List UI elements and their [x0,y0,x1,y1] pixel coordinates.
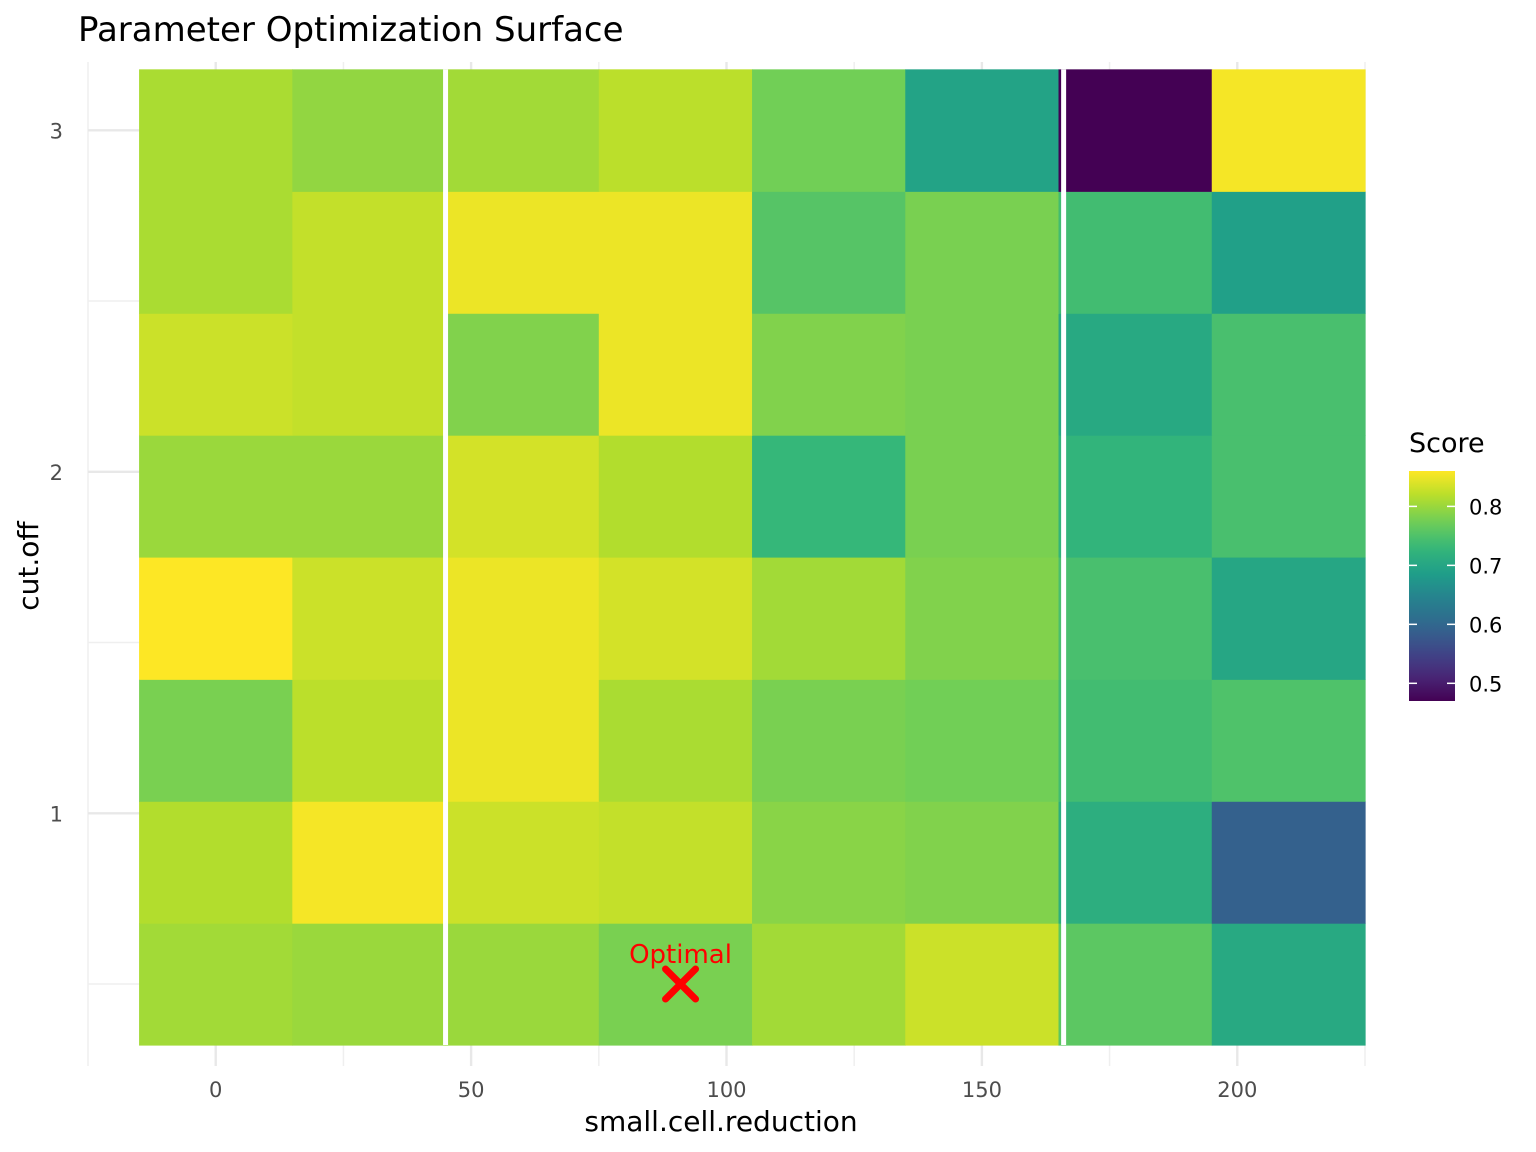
heatmap-cell [1058,191,1213,314]
heatmap-cell [139,801,293,924]
heatmap-cell [292,435,447,558]
heatmap-cell [139,679,293,802]
heatmap-cell [1058,69,1213,192]
heatmap-cell [445,923,600,1046]
optimal-label: Optimal [629,940,732,970]
heatmap-cell [905,69,1060,192]
heatmap-cell [752,191,906,314]
heatmap-cell [905,923,1060,1046]
chart-title: Parameter Optimization Surface [78,10,624,50]
x-tick-label: 0 [209,1078,222,1102]
legend-ticks: 0.5 0.6 0.7 0.8 [1409,495,1502,696]
heatmap-cell [752,923,906,1046]
y-tick-label: 3 [50,119,63,143]
heatmap-cell [445,313,600,436]
heatmap-cell [1211,313,1366,436]
heatmap-cell [598,801,753,924]
heatmap-cell [905,313,1060,436]
heatmap-cell [1211,923,1366,1046]
heatmap-cell [139,313,293,436]
heatmap-cell [598,69,753,192]
heatmap-cell [905,801,1060,924]
legend-colorbar [1409,471,1455,701]
heatmap-cell [292,69,447,192]
heatmap-cell [1058,923,1213,1046]
y-axis-ticks: 1 2 3 [50,119,63,826]
annotations: Optimal [629,940,732,1003]
heatmap-cell [445,679,600,802]
vertical-separators [443,69,1067,1045]
legend-tick-label: 0.6 [1469,613,1502,637]
legend-title: Score [1409,428,1485,459]
legend: Score 0.5 0.6 0.7 0.8 [1409,428,1502,701]
heatmap-cell [139,69,293,192]
heatmap-cell [905,191,1060,314]
x-tick-label: 100 [706,1078,746,1102]
heatmap-cell [292,923,447,1046]
optimal-marker-stroke [662,965,700,1003]
heatmap-cell [1058,435,1213,558]
heatmap-cell [752,801,906,924]
heatmap-cell [1211,801,1366,924]
heatmap-cell [598,191,753,314]
heatmap-cell [1058,557,1213,680]
heatmap-cell [292,801,447,924]
heatmap-cell [598,313,753,436]
heatmap-cell [905,557,1060,680]
heatmap-cell [598,679,753,802]
y-axis-title: cut.off [12,521,45,611]
heatmap-cells [139,69,1366,1046]
heatmap-cell [1058,679,1213,802]
x-tick-label: 50 [458,1078,485,1102]
heatmap-cell [905,435,1060,558]
heatmap-cell [445,801,600,924]
heatmap-cell [445,191,600,314]
heatmap-cell [598,557,753,680]
heatmap-cell [292,191,447,314]
x-tick-label: 200 [1217,1078,1257,1102]
heatmap-cell [445,69,600,192]
legend-tick-label: 0.7 [1469,554,1502,578]
heatmap-cell [1058,801,1213,924]
heatmap-cell [1211,191,1366,314]
x-tick-label: 150 [962,1078,1002,1102]
heatmap-cell [1211,557,1366,680]
y-tick-label: 1 [50,802,63,826]
heatmap-cell [292,679,447,802]
heatmap-cell [752,69,906,192]
heatmap-cell [752,435,906,558]
heatmap-cell [292,557,447,680]
heatmap-cell [752,313,906,436]
heatmap-cell [598,435,753,558]
heatmap-cell [905,679,1060,802]
heatmap-cell [752,557,906,680]
heatmap-cell [139,191,293,314]
heatmap-cell [1211,69,1366,192]
heatmap-cell [445,557,600,680]
x-axis-ticks: 0 50 100 150 200 [209,1078,1257,1102]
legend-tick-label: 0.5 [1469,672,1502,696]
x-axis-title: small.cell.reduction [584,1105,857,1138]
heatmap-cell [445,435,600,558]
heatmap-cell [752,679,906,802]
heatmap-cell [139,435,293,558]
heatmap-cell [1211,435,1366,558]
legend-tick-label: 0.8 [1469,495,1502,519]
heatmap-cell [139,557,293,680]
heatmap-cell [139,923,293,1046]
heatmap-cell [1058,313,1213,436]
heatmap-cell [292,313,447,436]
y-tick-label: 2 [50,461,63,485]
heatmap-cell [1211,679,1366,802]
